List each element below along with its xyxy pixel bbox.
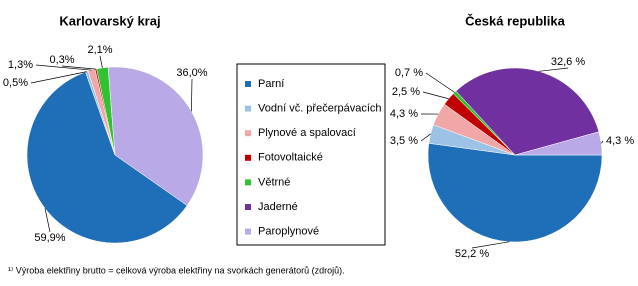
data-label: 36,0% — [176, 67, 207, 79]
legend-swatch — [245, 179, 251, 186]
data-label: 2,5 % — [392, 86, 420, 98]
data-label: 4,3 % — [606, 135, 634, 147]
leader-line — [44, 208, 51, 233]
leader-line — [471, 241, 510, 249]
pie-slice — [455, 67, 600, 156]
legend-box — [236, 63, 386, 246]
legend-label: Parní — [258, 78, 284, 90]
leader-line — [538, 67, 569, 72]
pie-slice — [107, 66, 204, 206]
leader-line — [425, 72, 455, 93]
legend-label: Jaderné — [258, 201, 298, 213]
leader-line — [61, 65, 96, 70]
legend-swatch — [245, 228, 251, 235]
leader-line — [600, 140, 604, 144]
leader-line — [30, 71, 87, 84]
legend-label: Paroplynové — [258, 226, 319, 238]
data-label: 0,5% — [3, 77, 28, 89]
legend-label: Plynové a spalovací — [258, 127, 356, 139]
chart-title: Česká republika — [465, 13, 565, 28]
footnote: ¹⁾ Výroba elektřiny brutto = celková výr… — [8, 265, 345, 275]
data-label: 1,3% — [8, 59, 33, 71]
legend-swatch — [245, 130, 251, 137]
data-label: 52,2 % — [455, 248, 489, 260]
legend-label: Větrné — [258, 176, 290, 188]
data-label: 3,5 % — [390, 135, 418, 147]
data-label: 0,7 % — [395, 67, 423, 79]
data-label: 0,3% — [49, 54, 74, 66]
pie-slice — [26, 71, 188, 244]
chart-title: Karlovarský kraj — [59, 13, 160, 28]
legend-swatch — [245, 105, 251, 112]
legend-swatch — [245, 204, 251, 210]
legend-swatch — [245, 154, 251, 161]
pie-slice — [514, 131, 603, 156]
leader-line — [35, 64, 92, 71]
data-label: 2,1% — [87, 44, 112, 56]
data-label: 59,9% — [34, 232, 65, 244]
leader-line — [420, 133, 431, 142]
pie-slice — [427, 143, 603, 243]
data-label: 4,3 % — [390, 108, 418, 120]
data-label: 32,6 % — [551, 56, 585, 68]
leader-line — [99, 55, 103, 68]
legend-swatch — [245, 81, 251, 87]
leader-line — [422, 91, 449, 100]
leader-line — [191, 78, 193, 112]
legend-label: Vodní vč. přečerpávacích — [258, 103, 382, 115]
legend-label: Fotovoltaické — [258, 152, 323, 164]
